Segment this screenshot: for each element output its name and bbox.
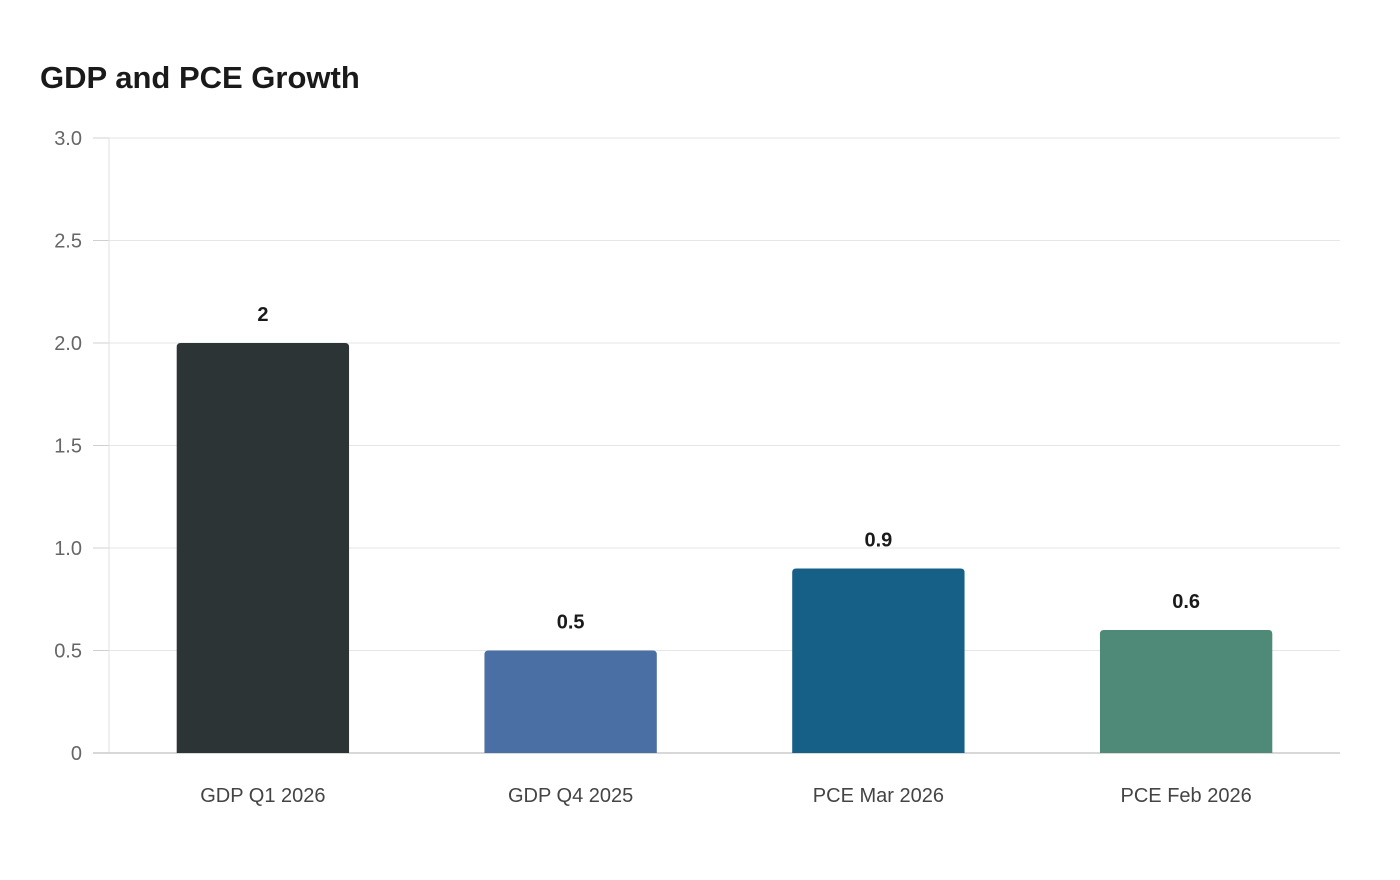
data-label: 0.5 [557,612,585,634]
data-label: 2 [257,304,268,326]
y-tick-label: 2.5 [54,231,82,253]
y-tick-label: 0 [71,743,82,765]
y-tick-label: 3.0 [54,128,82,150]
labels: 0 0.5 1.0 1.5 2.0 2.5 3.0 2 GDP Q1 2026 0.5 GDP Q4… [54,128,1252,807]
bar [1099,630,1273,753]
y-tick-label: 1.5 [54,436,82,458]
y-tick-label: 1.0 [54,538,82,560]
x-tick-label: PCE Feb 2026 [1121,785,1252,807]
bars [176,343,1273,753]
bar [792,568,965,753]
bar [484,650,657,753]
x-tick-label: GDP Q1 2026 [200,785,325,807]
y-tick-label: 2.0 [54,333,82,355]
y-tick-label: 0.5 [54,641,82,663]
data-label: 0.9 [864,530,892,552]
data-label: 0.6 [1172,591,1200,613]
x-tick-label: PCE Mar 2026 [813,785,944,807]
x-tick-label: GDP Q4 2025 [508,785,633,807]
bar [176,343,350,753]
chart-title: GDP and PCE Growth [40,60,360,95]
